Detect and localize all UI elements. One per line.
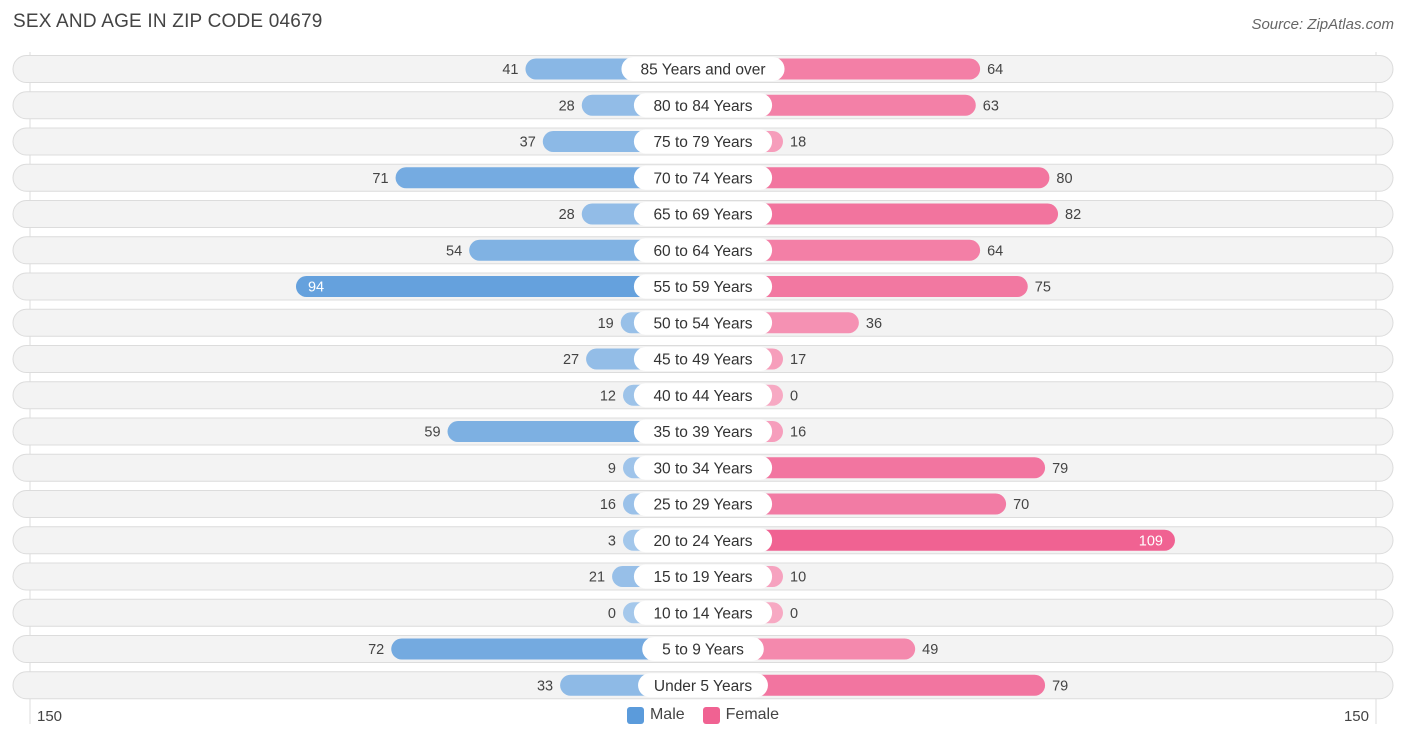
female-value-70-to-74-years: 80	[1056, 171, 1072, 187]
legend-label-male: Male	[649, 706, 685, 723]
male-value-40-to-44-years: 12	[600, 388, 616, 404]
category-pill-65-to-69-years	[633, 202, 773, 226]
category-pill-10-to-14-years	[633, 600, 773, 625]
female-bar-65-to-69-years	[703, 203, 1059, 225]
female-value-65-to-69-years: 82	[1065, 207, 1081, 223]
source-label: Source: ZipAtlas.com	[1251, 16, 1394, 33]
category-pill-55-to-59-years	[633, 274, 773, 299]
male-bar-5-to-9-years	[391, 638, 703, 660]
legend-swatch-female	[702, 706, 720, 724]
category-label-40-to-44-years: 40 to 44 Years	[653, 388, 752, 405]
category-label-25-to-29-years: 25 to 29 Years	[653, 497, 752, 514]
female-value-55-to-59-years: 75	[1035, 280, 1051, 296]
category-label-30-to-34-years: 30 to 34 Years	[653, 460, 752, 477]
category-label-15-to-19-years: 15 to 19 Years	[653, 569, 752, 586]
category-pill-80-to-84-years	[633, 93, 773, 118]
female-bar-20-to-24-years	[703, 529, 1175, 551]
legend: Male Female	[0, 706, 1406, 724]
male-bar-55-to-59-years	[295, 276, 703, 297]
axis-right-label: 150	[1343, 708, 1369, 725]
male-value-20-to-24-years: 3	[608, 533, 616, 549]
category-pill-85-years-and-over	[621, 57, 785, 81]
female-bar-30-to-34-years	[703, 457, 1046, 479]
female-value-40-to-44-years: 0	[790, 388, 798, 404]
male-value-65-to-69-years: 28	[559, 207, 575, 223]
female-bar-under-5-years	[703, 674, 1046, 696]
female-bar-55-to-59-years	[703, 276, 1028, 297]
female-value-25-to-29-years: 70	[1013, 497, 1029, 513]
female-value-20-to-24-years: 109	[1139, 533, 1163, 549]
female-value-15-to-19-years: 10	[790, 570, 806, 586]
category-pill-25-to-29-years	[633, 492, 773, 516]
axis-left-label: 150	[37, 708, 63, 725]
female-value-60-to-64-years: 64	[987, 243, 1003, 259]
male-value-5-to-9-years: 72	[368, 642, 384, 658]
category-pill-5-to-9-years	[642, 637, 764, 661]
category-pill-75-to-79-years	[633, 129, 773, 154]
legend-label-female: Female	[725, 706, 780, 723]
category-label-75-to-79-years: 75 to 79 Years	[653, 134, 752, 151]
category-label-55-to-59-years: 55 to 59 Years	[653, 279, 752, 296]
male-value-55-to-59-years: 94	[308, 280, 324, 296]
category-label-10-to-14-years: 10 to 14 Years	[653, 605, 752, 622]
category-label-80-to-84-years: 80 to 84 Years	[653, 98, 752, 115]
female-bar-70-to-74-years	[703, 167, 1050, 189]
male-value-30-to-34-years: 9	[608, 461, 616, 477]
male-value-80-to-84-years: 28	[559, 98, 575, 114]
male-value-50-to-54-years: 19	[598, 316, 614, 332]
category-pill-under-5-years	[638, 673, 768, 698]
male-value-75-to-79-years: 37	[520, 135, 536, 151]
category-label-35-to-39-years: 35 to 39 Years	[653, 424, 752, 441]
female-value-50-to-54-years: 36	[866, 316, 882, 332]
female-value-75-to-79-years: 18	[790, 135, 806, 151]
male-value-10-to-14-years: 0	[608, 606, 616, 622]
category-pill-45-to-49-years	[633, 347, 773, 371]
category-pill-50-to-54-years	[633, 310, 773, 335]
category-label-70-to-74-years: 70 to 74 Years	[653, 170, 752, 187]
male-value-85-years-and-over: 41	[502, 62, 518, 78]
category-pill-30-to-34-years	[633, 455, 773, 480]
category-label-20-to-24-years: 20 to 24 Years	[653, 533, 752, 550]
male-value-35-to-39-years: 59	[424, 425, 440, 441]
legend-swatch-male	[626, 706, 644, 724]
female-bar-60-to-64-years	[703, 239, 981, 261]
category-label-60-to-64-years: 60 to 64 Years	[653, 243, 752, 260]
category-pill-40-to-44-years	[633, 383, 773, 408]
category-pill-20-to-24-years	[633, 528, 773, 553]
female-value-45-to-49-years: 17	[790, 352, 806, 368]
category-pill-60-to-64-years	[633, 238, 773, 263]
female-value-under-5-years: 79	[1052, 678, 1068, 694]
category-label-50-to-54-years: 50 to 54 Years	[653, 315, 752, 332]
female-bar-80-to-84-years	[703, 94, 976, 116]
category-label-5-to-9-years: 5 to 9 Years	[662, 642, 744, 659]
category-pill-15-to-19-years	[633, 564, 773, 589]
male-value-15-to-19-years: 21	[589, 570, 605, 586]
category-label-65-to-69-years: 65 to 69 Years	[653, 207, 752, 224]
female-value-30-to-34-years: 79	[1052, 461, 1068, 477]
male-value-25-to-29-years: 16	[600, 497, 616, 513]
legend-item-female[interactable]: Female	[702, 706, 780, 724]
chart-title: SEX AND AGE IN ZIP CODE 04679	[13, 11, 323, 32]
female-bar-25-to-29-years	[703, 493, 1007, 515]
male-value-45-to-49-years: 27	[563, 352, 579, 368]
female-value-5-to-9-years: 49	[922, 642, 938, 658]
category-label-85-years-and-over: 85 Years and over	[641, 62, 766, 79]
male-value-70-to-74-years: 71	[372, 171, 388, 187]
female-value-80-to-84-years: 63	[983, 98, 999, 114]
female-value-10-to-14-years: 0	[790, 606, 798, 622]
legend-item-male[interactable]: Male	[626, 706, 685, 724]
female-value-85-years-and-over: 64	[987, 62, 1003, 78]
category-pill-70-to-74-years	[633, 165, 773, 190]
category-pill-35-to-39-years	[633, 419, 773, 444]
female-value-35-to-39-years: 16	[790, 425, 806, 441]
male-value-60-to-64-years: 54	[446, 243, 462, 259]
male-bar-70-to-74-years	[395, 167, 703, 189]
category-label-45-to-49-years: 45 to 49 Years	[653, 352, 752, 369]
category-label-under-5-years: Under 5 Years	[654, 678, 752, 695]
male-value-under-5-years: 33	[537, 678, 553, 694]
